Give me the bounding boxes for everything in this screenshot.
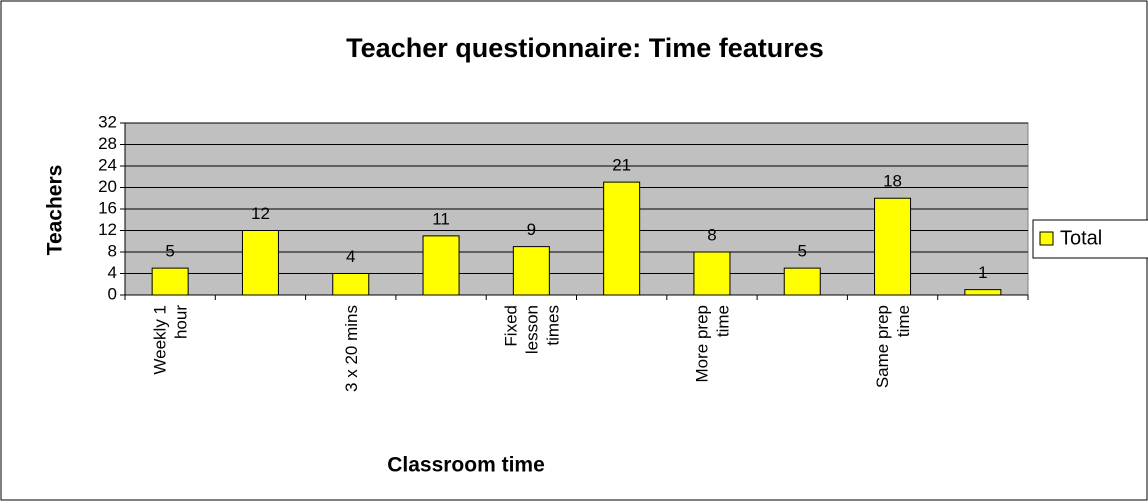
legend-box xyxy=(1032,219,1148,259)
data-label: 1 xyxy=(978,263,987,282)
bar xyxy=(512,246,550,296)
y-tick-label: 32 xyxy=(98,112,117,131)
data-label: 9 xyxy=(527,220,536,239)
x-tick-label: 3 x 20 mins xyxy=(342,305,361,392)
x-tick-label: Weekly 1 hour xyxy=(151,305,191,375)
data-label: 8 xyxy=(707,225,716,244)
x-tick-label: More prep time xyxy=(692,305,732,382)
y-tick-label: 4 xyxy=(108,263,117,282)
legend-label: Total xyxy=(1060,227,1102,249)
chart-title: Teacher questionnaire: Time features xyxy=(346,33,824,63)
data-label: 11 xyxy=(432,209,450,228)
bar xyxy=(874,197,912,296)
y-tick-label: 8 xyxy=(108,241,117,260)
data-label: 5 xyxy=(165,242,174,261)
y-tick-label: 20 xyxy=(98,177,117,196)
bar xyxy=(603,181,641,296)
data-label: 4 xyxy=(346,247,355,266)
data-label: 18 xyxy=(883,172,902,191)
legend-swatch xyxy=(1039,231,1054,246)
y-tick-label: 0 xyxy=(108,284,117,303)
bar xyxy=(151,267,189,296)
bar xyxy=(422,235,460,296)
bar xyxy=(241,230,279,296)
x-axis-title: Classroom time xyxy=(387,454,545,477)
x-tick-label: Same prep time xyxy=(873,305,913,388)
data-label: 21 xyxy=(612,156,631,175)
y-tick-label: 28 xyxy=(98,134,117,153)
bar xyxy=(964,289,1002,296)
bar xyxy=(783,267,821,296)
bar xyxy=(693,251,731,296)
y-tick-label: 16 xyxy=(98,198,117,217)
data-label: 5 xyxy=(798,242,807,261)
y-axis-title: Teachers xyxy=(44,165,67,256)
y-tick-label: 24 xyxy=(98,155,117,174)
y-tick-label: 12 xyxy=(98,220,117,239)
x-tick-label: Fixed lesson times xyxy=(501,305,562,354)
data-label: 12 xyxy=(251,204,270,223)
bar xyxy=(332,273,370,296)
